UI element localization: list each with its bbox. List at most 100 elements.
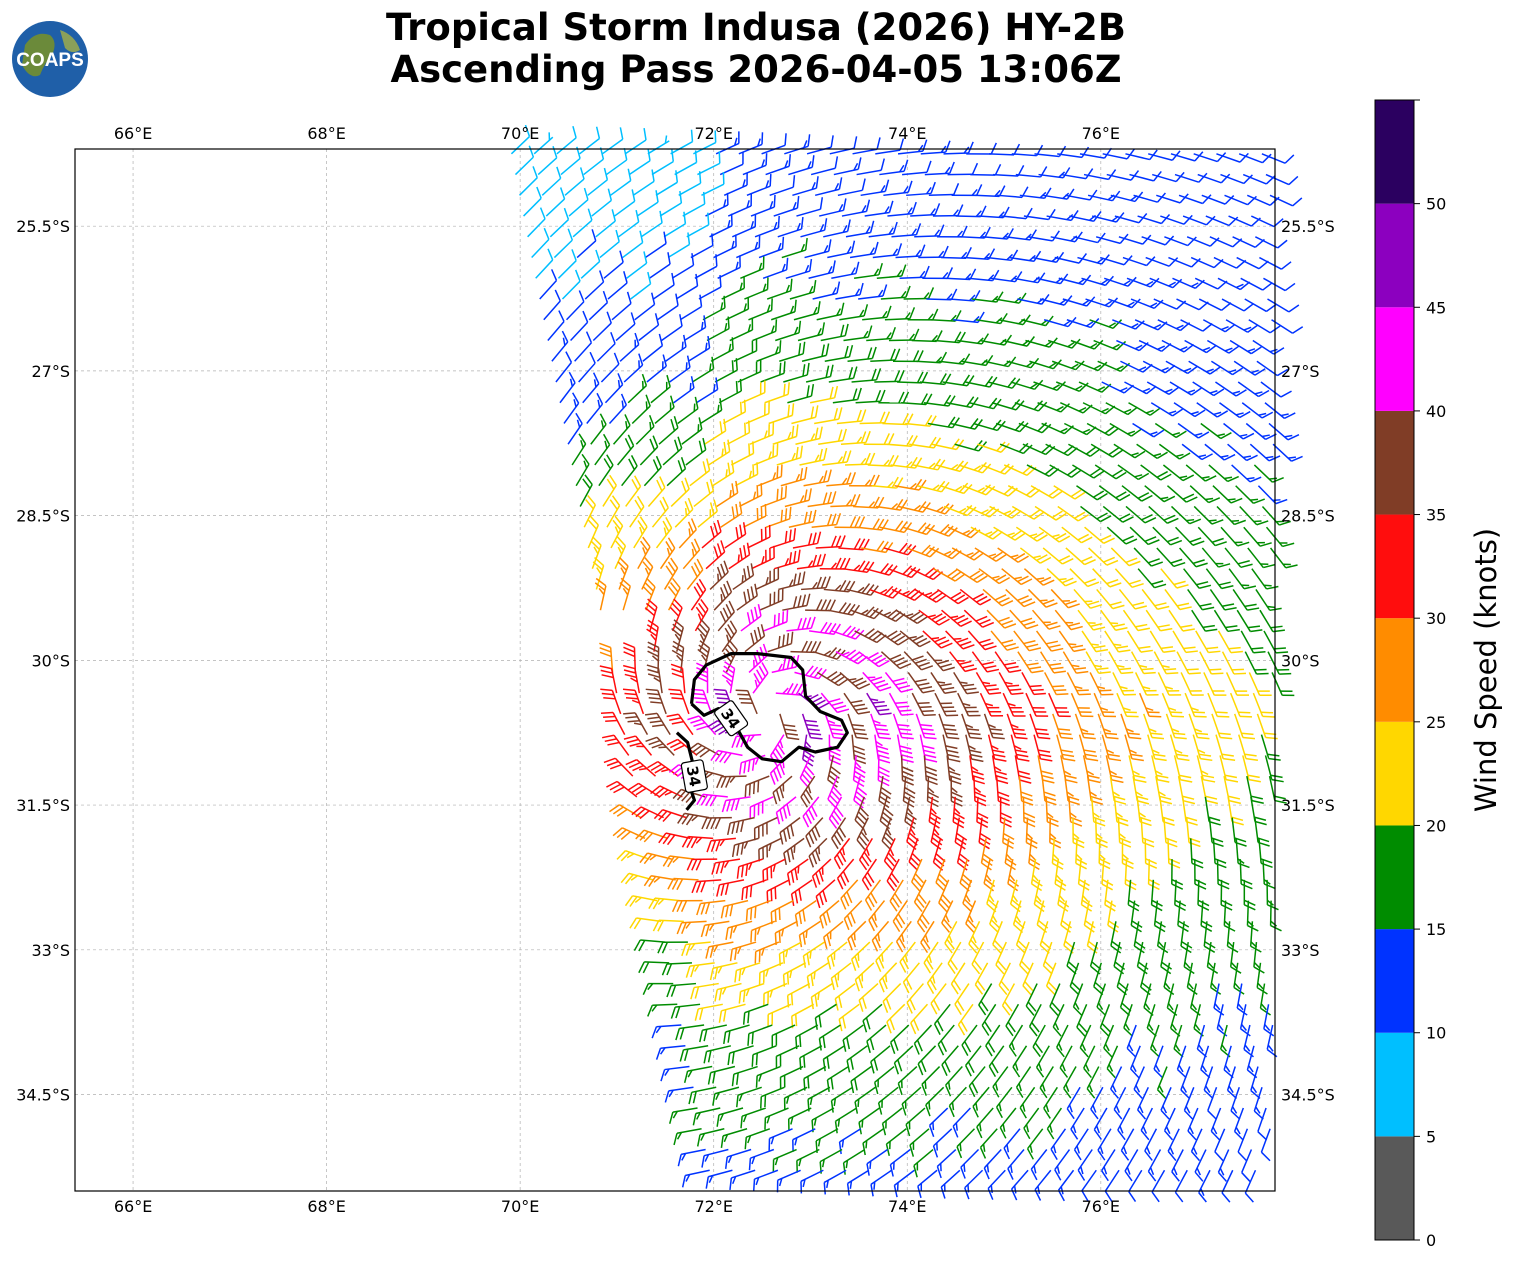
wind-barb xyxy=(1238,153,1272,164)
barb-feather xyxy=(592,372,600,384)
barb-feather xyxy=(1109,582,1122,588)
barb-feather xyxy=(532,166,538,178)
barb-feather xyxy=(725,469,728,478)
barb-feather xyxy=(1228,216,1239,226)
wind-barb xyxy=(910,203,941,217)
barb-feather xyxy=(671,668,684,674)
barb-feather xyxy=(1134,474,1143,478)
wind-barb xyxy=(630,271,652,300)
wind-barb xyxy=(1263,277,1296,292)
barb-feather xyxy=(567,228,574,241)
barb-feather xyxy=(979,832,991,841)
wind-barb xyxy=(1239,859,1253,890)
wind-barb xyxy=(1128,755,1147,783)
barb-feather xyxy=(1022,444,1033,454)
barb-feather xyxy=(865,848,870,856)
barb-feather xyxy=(937,877,947,888)
wind-barb xyxy=(1138,692,1162,718)
barb-feather xyxy=(606,760,619,767)
barb-feather xyxy=(1269,477,1278,480)
barb-feather xyxy=(937,659,950,665)
barb-feather xyxy=(1153,453,1162,457)
wind-barb xyxy=(1185,464,1217,482)
barb-feather xyxy=(766,304,771,313)
barb-feather xyxy=(1265,175,1276,185)
barb-feather xyxy=(706,481,711,494)
wind-barb xyxy=(1013,630,1042,652)
barb-feather xyxy=(642,536,651,548)
barb-feather xyxy=(1168,410,1177,415)
barb-feather xyxy=(1224,195,1235,205)
wind-barb xyxy=(875,138,905,155)
barb-feather xyxy=(769,201,774,209)
wind-barb xyxy=(801,713,823,740)
barb-feather xyxy=(648,739,661,746)
barb-feather xyxy=(878,660,890,668)
wind-barb xyxy=(785,258,813,280)
barb-feather xyxy=(1033,250,1042,262)
barb-feather xyxy=(1051,255,1059,262)
barb-feather xyxy=(879,712,892,716)
barb-feather xyxy=(825,343,830,356)
barb-feather xyxy=(528,145,535,158)
barb-feather xyxy=(1118,649,1131,653)
barb-feather xyxy=(846,472,852,485)
barb-staff xyxy=(1170,153,1196,162)
wind-barb xyxy=(914,224,945,238)
wind-barb xyxy=(916,900,931,933)
barb-feather xyxy=(731,506,735,519)
barb-feather xyxy=(953,812,965,820)
wind-barb xyxy=(697,619,711,652)
wind-barb xyxy=(639,435,659,466)
barb-feather xyxy=(1036,732,1049,736)
barb-feather xyxy=(905,285,911,298)
barb-feather xyxy=(1066,188,1075,200)
barb-feather xyxy=(680,900,688,913)
wind-barb xyxy=(704,418,727,445)
barb-feather xyxy=(1220,736,1233,740)
barb-feather xyxy=(687,497,694,510)
barb-feather xyxy=(943,918,952,929)
barb-feather xyxy=(669,582,679,593)
wind-barb xyxy=(925,523,958,537)
barb-feather xyxy=(996,291,1004,303)
barb-feather xyxy=(1215,711,1228,714)
barb-feather xyxy=(601,692,614,696)
barb-feather xyxy=(884,179,890,192)
wind-barb xyxy=(1217,630,1243,654)
wind-barb xyxy=(687,335,711,362)
barb-staff xyxy=(632,180,655,196)
barb-feather xyxy=(990,745,999,750)
wind-barb xyxy=(940,247,972,259)
barb-feather xyxy=(705,342,708,351)
wind-barb xyxy=(1117,817,1132,848)
barb-feather xyxy=(758,665,766,678)
barb-feather xyxy=(670,663,683,669)
barb-feather xyxy=(731,240,735,249)
barb-feather xyxy=(891,503,898,510)
barb-feather xyxy=(900,749,913,755)
barb-feather xyxy=(868,474,876,487)
barb-feather xyxy=(903,159,909,172)
barb-feather xyxy=(623,646,635,653)
barb-feather xyxy=(994,189,1001,197)
barb-feather xyxy=(1222,603,1235,607)
barb-feather xyxy=(945,732,958,736)
wind-barb xyxy=(859,411,891,425)
barb-feather xyxy=(948,758,961,763)
barb-feather xyxy=(606,311,612,324)
barb-feather xyxy=(973,465,981,471)
barb-feather xyxy=(1239,152,1249,163)
barb-feather xyxy=(1175,430,1187,439)
barb-feather xyxy=(699,749,711,758)
barb-staff xyxy=(1261,153,1286,164)
barb-feather xyxy=(685,362,688,371)
barb-feather xyxy=(1029,684,1042,688)
barb-feather xyxy=(623,735,636,740)
barb-feather xyxy=(669,741,682,749)
barb-feather xyxy=(1023,640,1036,645)
wind-barb xyxy=(957,692,981,717)
barb-feather xyxy=(876,749,889,755)
barb-feather xyxy=(1058,899,1070,908)
barb-feather xyxy=(1067,800,1080,806)
